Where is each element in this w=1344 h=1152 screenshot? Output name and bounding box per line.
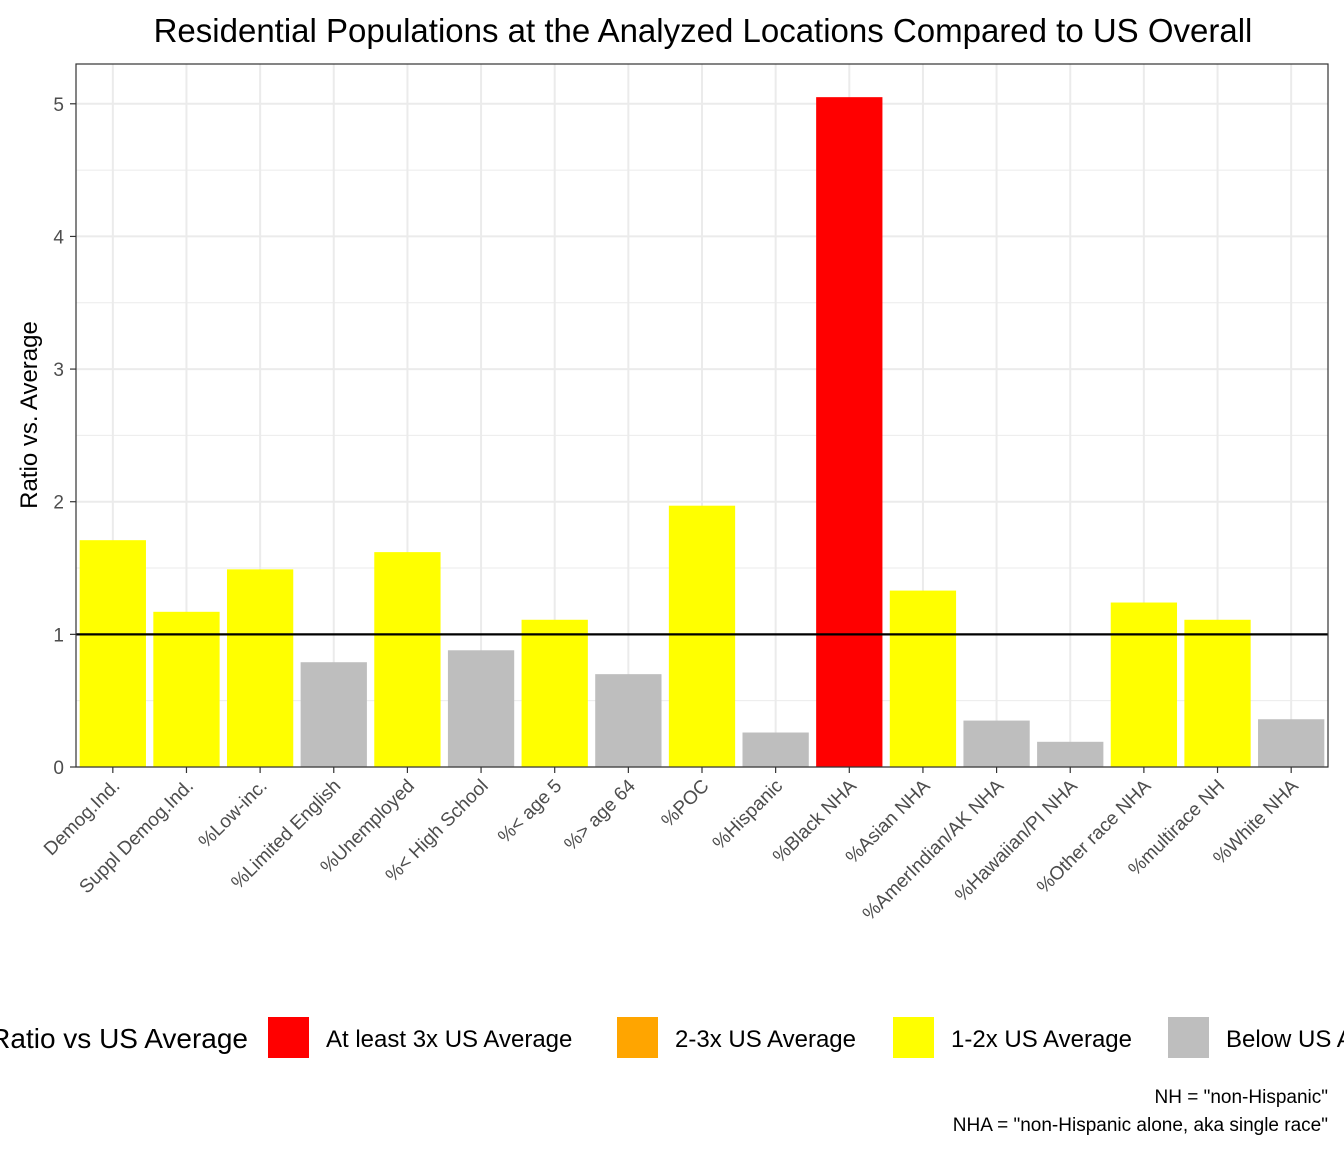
legend-label: 1-2x US Average [951,1026,1132,1053]
bar [1037,741,1104,767]
legend-label: Below US Average [1226,1026,1344,1053]
x-tick-label: %> age 64 [560,775,640,855]
y-axis: 0 1 2 3 4 5 [53,95,76,779]
y-tick-label: 1 [53,625,64,646]
y-tick-label: 0 [53,758,64,779]
y-tick-label: 4 [53,227,64,248]
x-tick-label: %POC [658,776,714,832]
x-tick-label: %AmerIndian/AK NHA [859,775,1008,924]
caption-line-nha: NHA = "non-Hispanic alone, aka single ra… [953,1115,1328,1136]
y-tick-label: 3 [53,360,64,381]
bar [963,720,1030,767]
bar [79,540,146,767]
legend-key [893,1017,934,1058]
legend-key [1168,1017,1209,1058]
x-tick-label: %Low-inc. [195,776,272,853]
x-tick-label: %Hispanic [709,776,787,854]
bar [521,619,588,767]
bar [226,569,294,767]
bar [1184,619,1251,767]
bars [79,97,1325,767]
bar [742,732,809,767]
y-axis-title: Ratio vs. Average [16,321,43,509]
y-tick-label: 2 [53,493,64,514]
bar [1110,602,1178,767]
x-tick-label: %< age 5 [494,776,566,848]
legend-label: At least 3x US Average [326,1026,572,1053]
x-tick-label: %Hawaiian/PI NHA [951,775,1082,906]
y-tick-label: 5 [53,95,64,116]
legend-label: 2-3x US Average [675,1026,856,1053]
bar [374,552,441,767]
bar [889,590,957,767]
x-axis: Demog.Ind.Suppl Demog.Ind.%Low-inc.%Limi… [40,767,1303,925]
bar [1258,719,1325,767]
bar [300,662,367,767]
bar [595,674,662,767]
chart-title: Residential Populations at the Analyzed … [154,12,1253,49]
bar [447,650,515,767]
caption: NH = "non-Hispanic" NHA = "non-Hispanic … [953,1087,1328,1136]
legend-key [617,1017,658,1058]
legend-title: Ratio vs US Average [0,1023,248,1054]
legend: Ratio vs US Average At least 3x US Avera… [0,1017,1344,1058]
caption-line-nh: NH = "non-Hispanic" [1155,1087,1328,1108]
bar [153,611,220,767]
bar [668,505,736,767]
legend-key [268,1017,309,1058]
bar [816,97,883,767]
